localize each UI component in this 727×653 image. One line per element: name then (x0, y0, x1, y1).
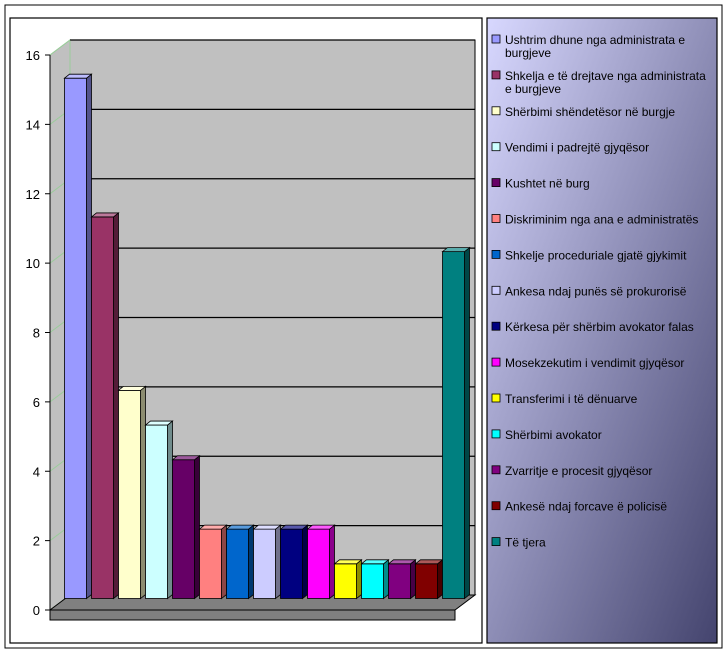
bar (171, 454, 201, 600)
legend-item: Transferimi i të dënuarve (491, 392, 638, 406)
legend-item: Të tjera (491, 536, 546, 550)
legend-swatch (491, 357, 501, 367)
legend-label: Zvarritje e procesit gjyqësor (505, 464, 652, 478)
legend-item: Ankesë ndaj forcave ë policisë (491, 500, 667, 514)
legend-item: Vendimi i padrejtë gjyqësor (491, 141, 649, 155)
bar (252, 524, 282, 600)
legend-swatch (491, 249, 501, 259)
legend-swatch (491, 214, 501, 223)
bar (333, 558, 363, 600)
legend-label: Kushtet në burg (505, 177, 590, 191)
bar (90, 212, 120, 600)
legend-label: Të tjera (505, 536, 546, 550)
bar (414, 558, 444, 600)
y-tick-label: 14 (26, 117, 40, 132)
legend-label: Shkelje proceduriale gjatë gjykimit (505, 248, 687, 262)
legend-item: Zvarritje e procesit gjyqësor (491, 464, 652, 478)
legend-label: Diskriminim nga ana e administratës (505, 213, 698, 227)
legend-swatch (491, 393, 501, 403)
bar (198, 524, 228, 600)
legend-swatch (491, 429, 501, 439)
legend-swatch (491, 142, 501, 152)
bar (279, 524, 309, 600)
legend-item: Shkelja e të drejtave nga administratae … (491, 69, 706, 96)
legend-label: Kërkesa për shërbim avokator falas (505, 320, 694, 334)
bar (63, 73, 93, 600)
bar (144, 420, 174, 600)
gridline-side (49, 39, 71, 56)
legend-swatch (491, 501, 501, 511)
bar (441, 246, 471, 600)
y-tick-label: 6 (33, 395, 40, 410)
legend-item: Ankesa ndaj punës së prokurorisë (491, 284, 687, 298)
legend-label: burgjeve (505, 46, 551, 60)
bar (360, 558, 390, 600)
legend-swatch (491, 537, 501, 546)
legend-label: Ankesë ndaj forcave ë policisë (505, 500, 667, 514)
legend-item: Shërbimi shëndetësor në burgje (491, 105, 675, 119)
legend-label: Mosekzekutim i vendimit gjyqësor (505, 356, 684, 370)
y-tick-label: 10 (26, 256, 40, 271)
legend-label: e burgjeve (505, 82, 561, 96)
legend-item: Shërbimi avokator (491, 428, 602, 442)
legend-label: Transferimi i të dënuarve (505, 392, 638, 406)
legend-swatch (491, 321, 501, 331)
bar (225, 524, 255, 600)
bar (117, 385, 147, 600)
bars-group (63, 73, 471, 600)
bar (306, 524, 336, 600)
legend-item: Diskriminim nga ana e administratës (491, 213, 698, 227)
y-tick-label: 4 (33, 464, 40, 479)
bar (387, 558, 417, 600)
legend-swatch (491, 70, 501, 80)
legend-label: Shërbimi avokator (505, 428, 602, 442)
y-tick-label: 12 (26, 187, 40, 202)
y-tick-label: 8 (33, 326, 40, 341)
legend-item: Kërkesa për shërbim avokator falas (491, 320, 694, 334)
legend-label: Shkelja e të drejtave nga administrata (505, 69, 706, 83)
legend-swatch (491, 285, 501, 295)
legend-swatch (491, 178, 501, 188)
y-tick-label: 2 (33, 534, 40, 549)
legend-box (486, 17, 718, 644)
floor-front (49, 609, 456, 621)
legend-group: Ushtrim dhune nga administrata eburgjeve… (491, 33, 706, 550)
legend-label: Ankesa ndaj punës së prokurorisë (505, 284, 687, 298)
legend-swatch (491, 106, 501, 116)
legend-swatch (491, 34, 501, 44)
legend-label: Vendimi i padrejtë gjyqësor (505, 141, 649, 155)
y-tick-label: 0 (33, 603, 40, 618)
legend-label: Shërbimi shëndetësor në burgje (505, 105, 675, 119)
legend-item: Kushtet në burg (491, 177, 590, 191)
legend-label: Ushtrim dhune nga administrata e (505, 33, 685, 47)
legend-item: Mosekzekutim i vendimit gjyqësor (491, 356, 684, 370)
legend-item: Shkelje proceduriale gjatë gjykimit (491, 248, 687, 262)
y-tick-label: 16 (26, 48, 40, 63)
legend-swatch (491, 465, 501, 475)
